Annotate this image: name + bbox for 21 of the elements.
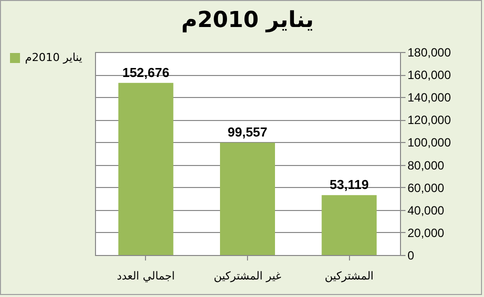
y-tick-label: 60,000 (408, 180, 445, 195)
x-tick-label: غير المشتركين (214, 270, 282, 282)
y-tick-label: 120,000 (408, 113, 452, 128)
y-tick-label: 80,000 (408, 158, 445, 172)
x-tick-label: اجمالي العدد (116, 270, 175, 282)
data-label: 53,119 (330, 177, 369, 192)
y-tick-label: 0 (408, 248, 414, 262)
chart-title: يناير 2010م (181, 8, 314, 33)
y-tick-label: 180,000 (408, 46, 452, 60)
data-label: 152,676 (122, 64, 170, 80)
y-tick-label: 20,000 (408, 226, 445, 240)
y-tick-label: 40,000 (408, 203, 445, 218)
y-tick-label: 160,000 (408, 68, 452, 82)
bar (118, 82, 174, 255)
y-tick-label: 100,000 (408, 136, 452, 150)
bar (220, 142, 275, 255)
legend-label: يناير 2010م (25, 51, 82, 64)
x-tick-label: المشتركين (324, 270, 374, 282)
data-label: 99,557 (228, 124, 268, 140)
bar (322, 195, 377, 255)
y-tick-label: 140,000 (408, 90, 452, 105)
